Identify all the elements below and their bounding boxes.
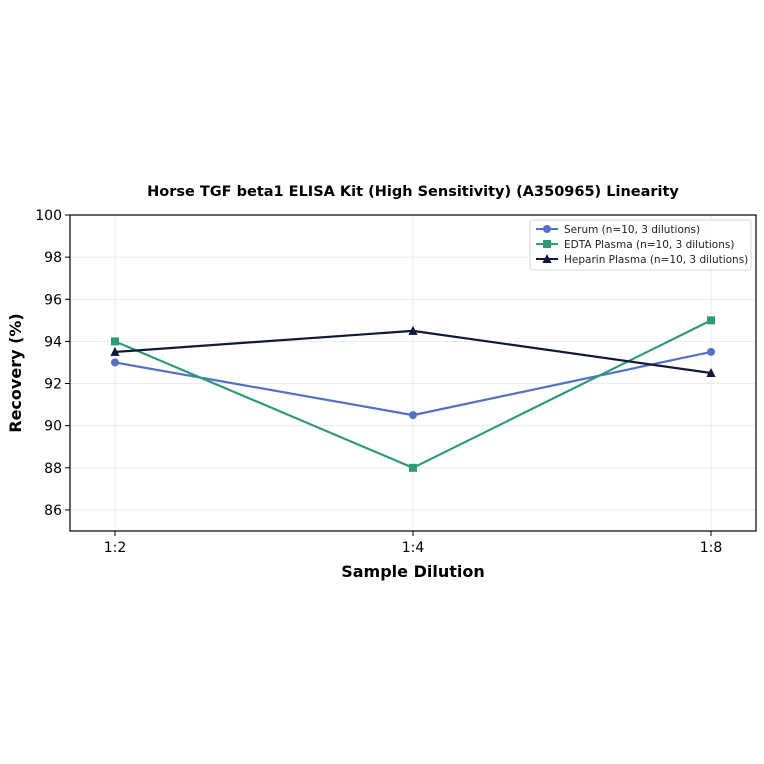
x-tick-label: 1:2	[104, 540, 127, 556]
x-axis-title: Sample Dilution	[341, 562, 485, 581]
legend-swatch-marker	[543, 225, 551, 233]
data-point	[409, 463, 417, 472]
data-point	[111, 337, 119, 346]
x-tick-label: 1:4	[402, 540, 425, 556]
y-tick-label: 86	[44, 503, 62, 519]
legend-swatch-marker	[543, 240, 551, 248]
y-tick-label: 96	[44, 292, 62, 308]
y-axis-title: Recovery (%)	[6, 313, 25, 432]
legend-item: Heparin Plasma (n=10, 3 dilutions)	[536, 254, 748, 266]
series-1	[111, 347, 715, 420]
legend-item: EDTA Plasma (n=10, 3 dilutions)	[536, 239, 734, 251]
y-tick-label: 88	[44, 461, 62, 477]
series-3	[110, 325, 716, 377]
series-layer	[110, 316, 716, 472]
data-point	[706, 368, 716, 377]
y-tick-label: 94	[44, 334, 62, 350]
chart-title: Horse TGF beta1 ELISA Kit (High Sensitiv…	[147, 184, 679, 200]
x-tick-label: 1:8	[700, 540, 723, 556]
series-2	[111, 316, 715, 472]
axes: 86 88 90 92 94 96 98 100 1:2 1:4 1:8	[35, 208, 722, 556]
legend-label: Serum (n=10, 3 dilutions)	[564, 224, 700, 236]
legend: Serum (n=10, 3 dilutions) EDTA Plasma (n=…	[529, 219, 752, 271]
data-point	[408, 325, 418, 335]
legend-label: EDTA Plasma (n=10, 3 dilutions)	[564, 239, 734, 251]
y-tick-label: 100	[35, 208, 62, 224]
data-point	[111, 358, 119, 367]
legend-swatch-marker	[542, 254, 552, 263]
data-point	[110, 346, 120, 356]
data-point	[409, 411, 417, 420]
legend-box	[529, 219, 752, 271]
legend-label: Heparin Plasma (n=10, 3 dilutions)	[564, 254, 748, 266]
legend-item: Serum (n=10, 3 dilutions)	[536, 224, 700, 236]
data-point	[707, 316, 715, 325]
data-point	[707, 347, 715, 356]
y-tick-label: 90	[44, 419, 62, 435]
y-tick-label: 98	[44, 250, 62, 266]
y-tick-label: 92	[44, 377, 62, 393]
